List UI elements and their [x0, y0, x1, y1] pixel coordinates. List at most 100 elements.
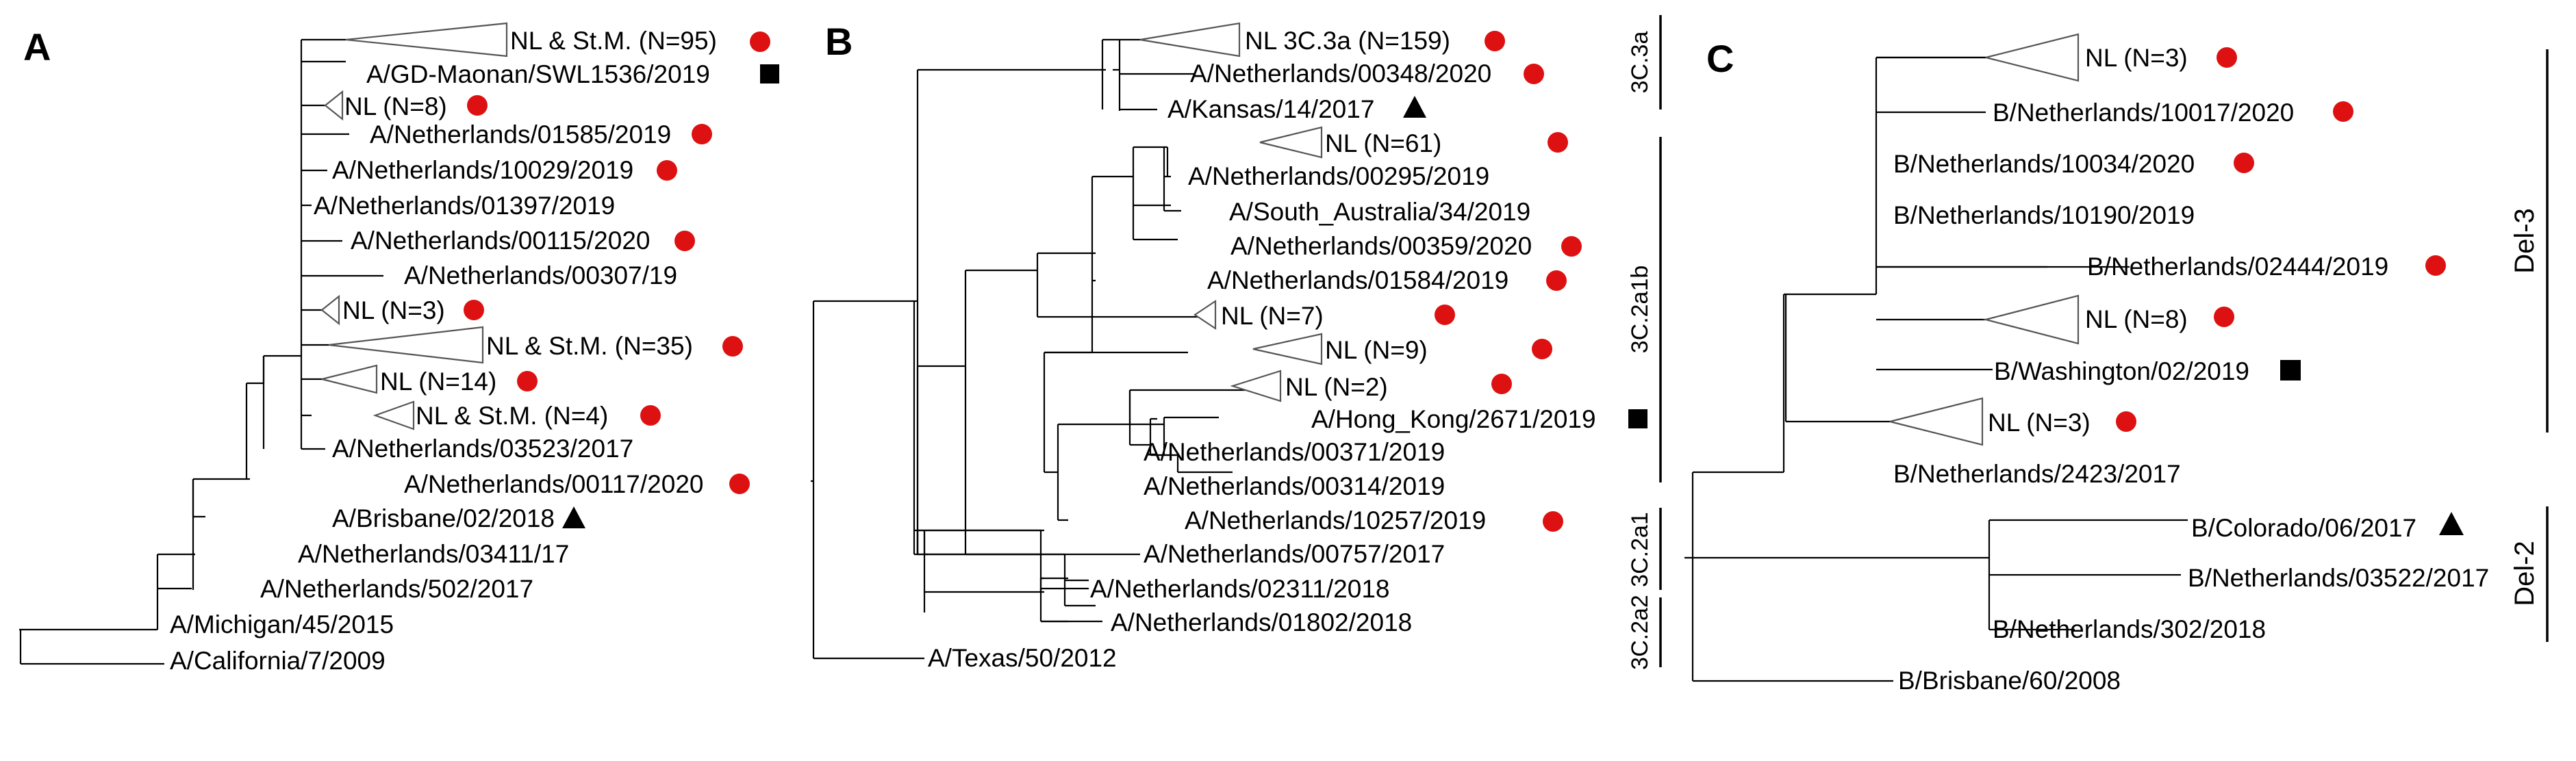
clade-label: 3C.2a2 — [1627, 595, 1653, 670]
collapsed-clade-triangle — [372, 400, 415, 430]
circle-marker — [1543, 511, 1563, 532]
collapsed-clade-triangle — [1194, 299, 1217, 331]
leaf-label: A/Netherlands/00115/2020 — [351, 227, 650, 255]
circle-marker — [1532, 339, 1552, 359]
collapsed-clade-triangle — [1252, 333, 1323, 365]
leaf-label: A/Netherlands/01397/2019 — [314, 192, 615, 220]
panel-c-label: C — [1706, 37, 1734, 80]
leaf-label: B/Netherlands/10190/2019 — [1893, 201, 2195, 229]
leaf-label: B/Netherlands/10017/2020 — [1993, 99, 2294, 127]
collapsed-clade-triangle — [321, 364, 378, 394]
leaf-label: A/Netherlands/00371/2019 — [1144, 438, 1445, 466]
leaf-label: NL (N=8) — [2085, 305, 2188, 333]
leaf-label: B/Brisbane/60/2008 — [1898, 667, 2121, 695]
collapsed-clade-triangle — [328, 326, 484, 364]
leaf-label: A/GD-Maonan/SWL1536/2019 — [366, 60, 710, 88]
circle-marker — [674, 231, 695, 251]
panel-c: C NL (N=3) B/Netherlands/10017/2020 B/Ne… — [1684, 33, 2549, 695]
leaf-label: A/Netherlands/10029/2019 — [332, 156, 633, 184]
circle-marker — [1485, 31, 1505, 51]
clade-label: 3C.2a1b — [1627, 266, 1653, 354]
leaf-label: A/Michigan/45/2015 — [170, 610, 394, 639]
circle-marker — [1548, 132, 1568, 153]
leaf-label: B/Colorado/06/2017 — [2191, 514, 2416, 542]
leaf-label: A/Hong_Kong/2671/2019 — [1311, 405, 1596, 433]
leaf-label: A/Netherlands/00295/2019 — [1188, 162, 1489, 190]
leaf-label: B/Washington/02/2019 — [1994, 357, 2249, 385]
panel-c-markers — [2116, 47, 2464, 535]
panel-b-branches — [811, 38, 1195, 660]
circle-marker — [1561, 236, 1582, 257]
clade-label: 3C.2a1 — [1627, 512, 1653, 587]
leaf-label: NL (N=3) — [342, 296, 445, 324]
circle-marker — [2425, 255, 2446, 276]
panel-c-collapsed-clades — [1889, 33, 2080, 446]
panel-a-branches — [19, 38, 383, 665]
leaf-label: A/Netherlands/01585/2019 — [370, 120, 671, 149]
leaf-label: NL 3C.3a (N=159) — [1245, 27, 1450, 55]
panel-a-label: A — [23, 25, 51, 68]
circle-marker — [1435, 305, 1455, 325]
leaf-label: A/Netherlands/00348/2020 — [1190, 60, 1491, 88]
square-marker — [1628, 409, 1647, 428]
leaf-label: A/Netherlands/00757/2017 — [1144, 540, 1445, 568]
collapsed-clade-triangle — [345, 22, 508, 57]
clade-label: 3C.3a — [1627, 31, 1653, 94]
leaf-label: NL (N=2) — [1285, 373, 1388, 401]
circle-marker — [1524, 64, 1544, 84]
leaf-label: NL & St.M. (N=35) — [486, 332, 693, 360]
panel-a-markers — [464, 31, 779, 528]
leaf-label: A/Brisbane/02/2018 — [332, 504, 555, 532]
triangle-marker — [1403, 96, 1426, 118]
panel-b-branches-main — [916, 146, 1253, 556]
leaf-label: A/Netherlands/03523/2017 — [332, 435, 633, 463]
leaf-label: A/Netherlands/00307/19 — [404, 261, 677, 289]
panel-c-branches — [1684, 56, 2188, 682]
circle-marker — [640, 405, 661, 426]
leaf-label: A/Netherlands/00117/2020 — [404, 470, 703, 498]
circle-marker — [2116, 411, 2136, 432]
leaf-label: NL (N=9) — [1325, 336, 1428, 364]
triangle-marker — [562, 506, 585, 528]
square-marker — [760, 64, 779, 83]
leaf-label: A/Texas/50/2012 — [928, 644, 1117, 672]
leaf-label: NL (N=14) — [380, 367, 496, 396]
leaf-label: A/Netherlands/00314/2019 — [1144, 472, 1445, 500]
circle-marker — [2214, 307, 2234, 327]
circle-marker — [467, 95, 488, 116]
panel-a: A NL & St.M. (N=95) A/GD-Maonan/SWL1536/… — [19, 22, 779, 675]
leaf-label: B/Netherlands/03522/2017 — [2188, 564, 2489, 592]
leaf-label: NL (N=3) — [2085, 44, 2188, 72]
collapsed-clade-triangle — [320, 294, 340, 326]
leaf-label: A/Netherlands/03411/17 — [298, 540, 569, 568]
leaf-label: NL (N=8) — [344, 92, 447, 120]
circle-marker — [2234, 153, 2254, 173]
leaf-label: A/Netherlands/00359/2020 — [1230, 232, 1532, 260]
circle-marker — [1546, 270, 1567, 291]
leaf-label: NL (N=7) — [1221, 302, 1324, 330]
leaf-label: NL & St.M. (N=4) — [416, 402, 608, 430]
collapsed-clade-triangle — [1230, 370, 1282, 402]
leaf-label: A/Netherlands/01584/2019 — [1207, 266, 1508, 294]
circle-marker — [464, 300, 484, 320]
leaf-label: A/Netherlands/01802/2018 — [1111, 608, 1412, 636]
panel-b-clade-bars: 3C.3a 3C.2a1b 3C.2a1 3C.2a2 — [1627, 15, 1662, 670]
circle-marker — [2333, 101, 2353, 122]
circle-marker — [1491, 374, 1512, 394]
leaf-label: A/Netherlands/502/2017 — [260, 575, 533, 603]
circle-marker — [729, 474, 750, 494]
panel-b-markers — [1403, 31, 1647, 532]
leaf-label: B/Netherlands/302/2018 — [1993, 615, 2266, 643]
panel-b-leaf-labels: NL 3C.3a (N=159) A/Netherlands/00348/202… — [928, 27, 1596, 672]
panel-c-clade-bars: Del-3 Del-2 — [2510, 49, 2549, 642]
circle-marker — [657, 160, 677, 181]
panel-c-leaf-labels: NL (N=3) B/Netherlands/10017/2020 B/Neth… — [1893, 44, 2489, 695]
leaf-label: B/Netherlands/02444/2019 — [2087, 253, 2388, 281]
triangle-marker — [2439, 512, 2464, 535]
leaf-label: A/Kansas/14/2017 — [1167, 95, 1374, 123]
circle-marker — [517, 371, 538, 391]
leaf-label: NL (N=3) — [1988, 409, 2091, 437]
collapsed-clade-triangle — [1985, 33, 2080, 82]
circle-marker — [692, 124, 712, 144]
